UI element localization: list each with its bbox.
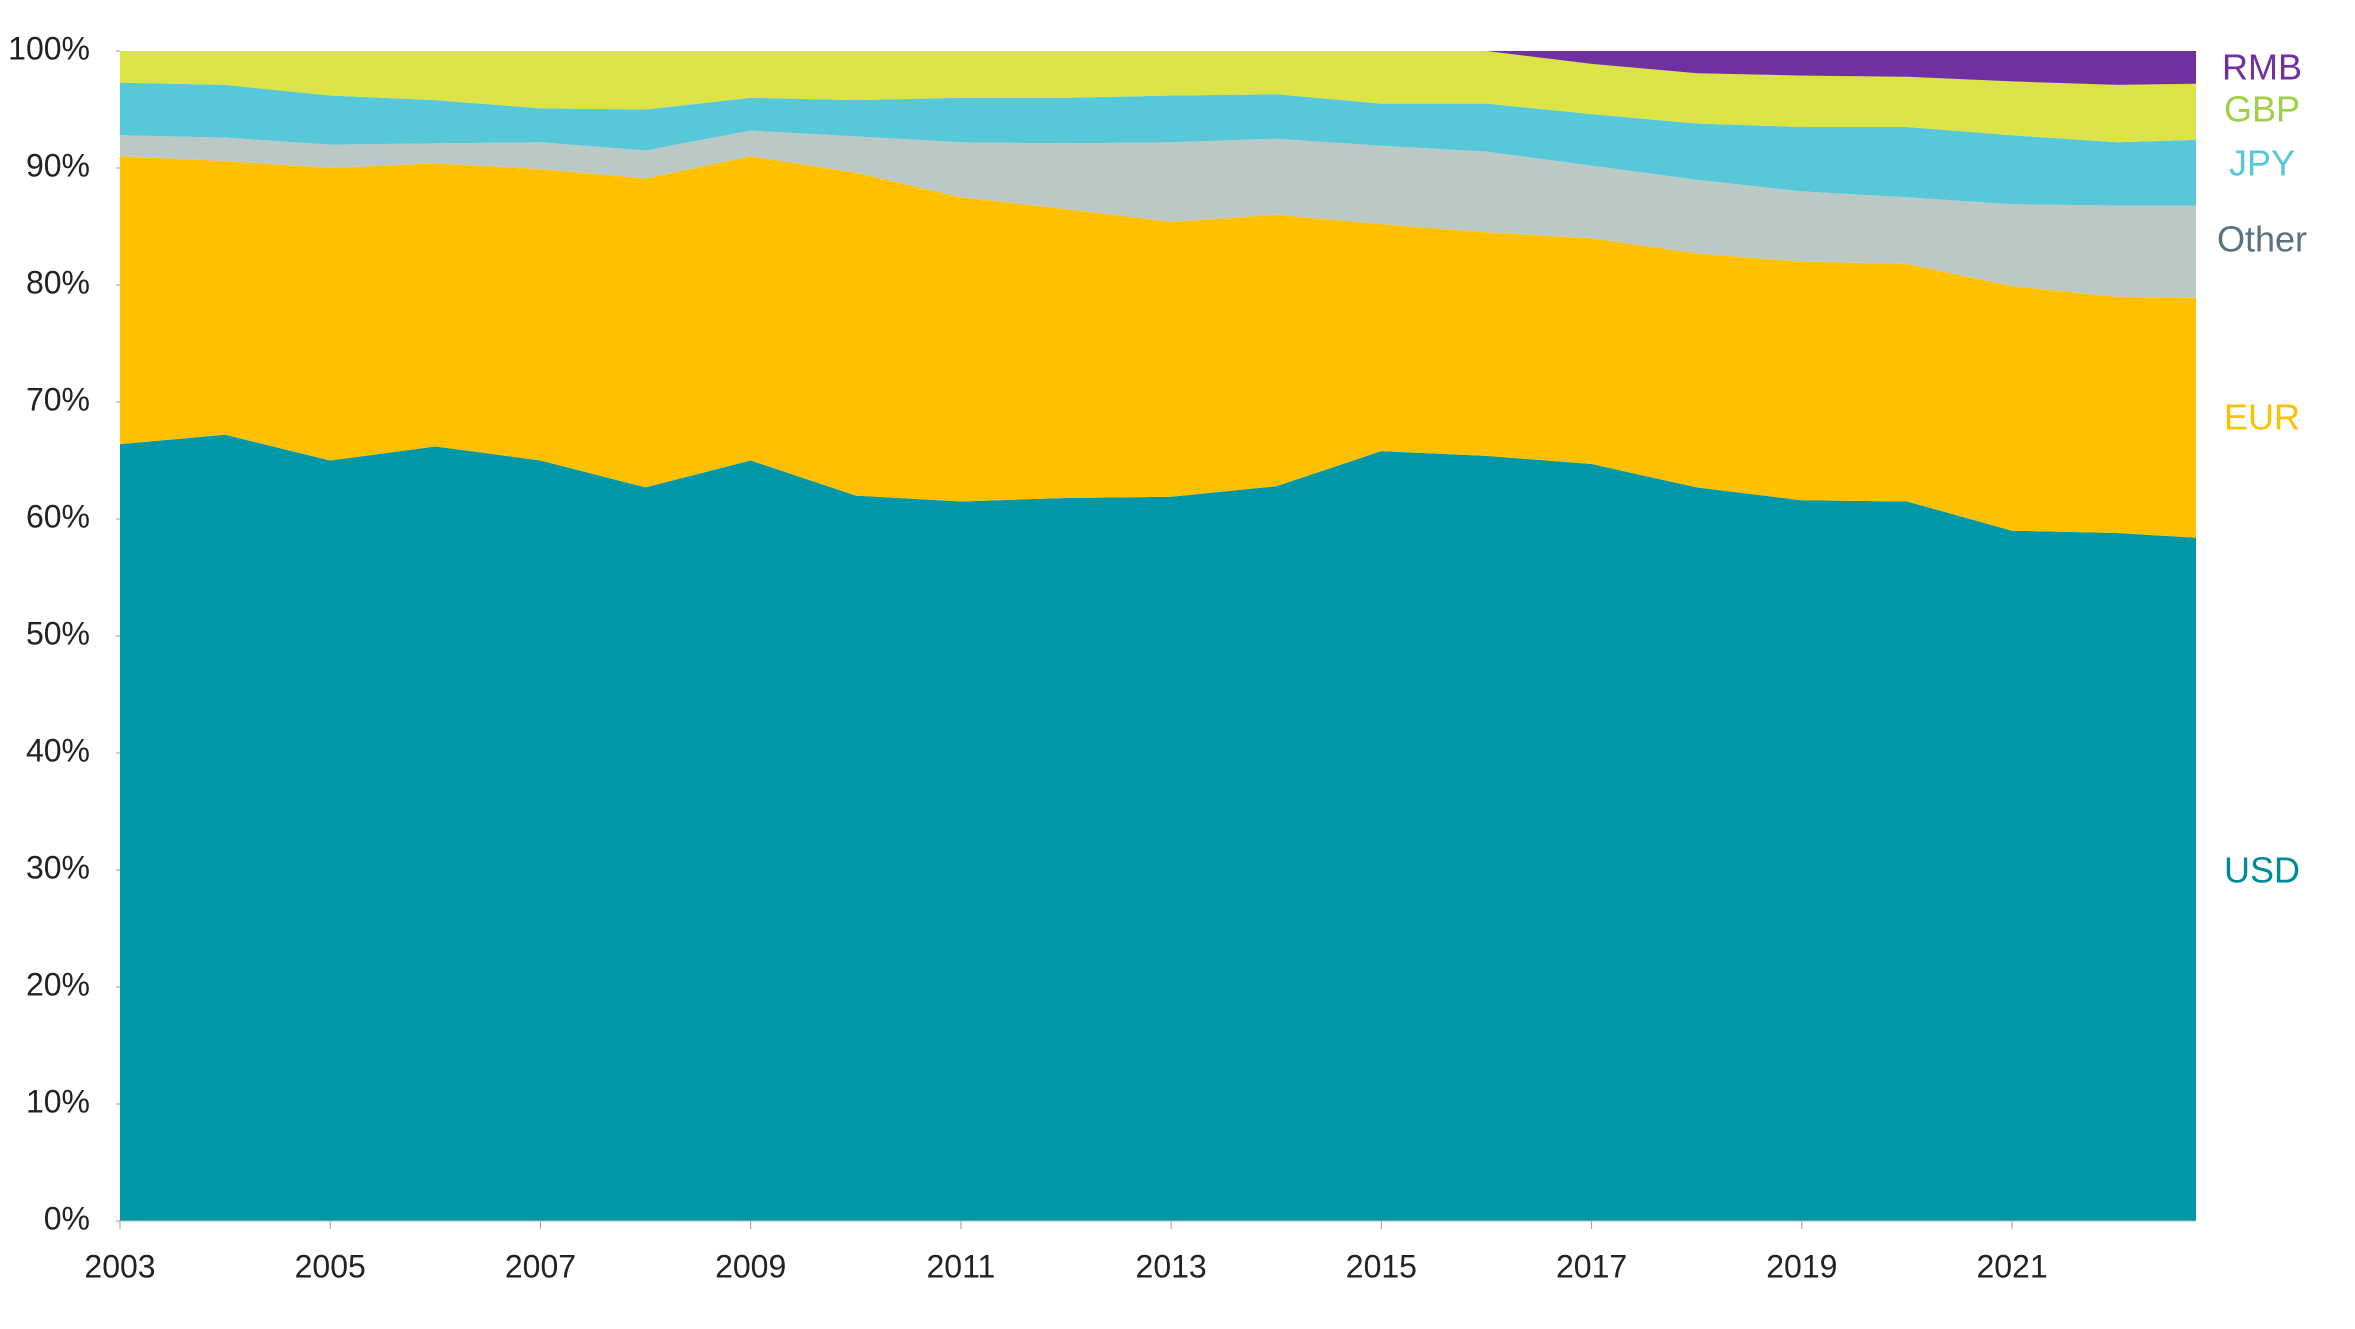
x-tick-label: 2003 (84, 1248, 155, 1284)
x-tick-label: 2013 (1136, 1248, 1207, 1284)
y-tick-label: 10% (26, 1083, 90, 1119)
y-tick-label: 0% (44, 1200, 90, 1236)
series-label: USD (2224, 850, 2300, 891)
series-label: JPY (2229, 143, 2295, 184)
y-tick-label: 40% (26, 732, 90, 768)
series-label: RMB (2222, 47, 2302, 88)
x-tick-label: 2015 (1346, 1248, 1417, 1284)
area (120, 434, 2196, 1221)
y-tick-label: 70% (26, 381, 90, 417)
area (120, 51, 2196, 143)
series-label: EUR (2224, 397, 2300, 438)
y-tick-label: 60% (26, 498, 90, 534)
x-tick-label: 2021 (1976, 1248, 2047, 1284)
y-tick-label: 90% (26, 147, 90, 183)
y-tick-label: 30% (26, 849, 90, 885)
x-tick-label: 2009 (715, 1248, 786, 1284)
y-tick-label: 80% (26, 264, 90, 300)
x-tick-label: 2019 (1766, 1248, 1837, 1284)
x-tick-label: 2011 (927, 1248, 996, 1284)
x-tick-label: 2007 (505, 1248, 576, 1284)
area (120, 156, 2196, 538)
area (120, 51, 2196, 85)
y-tick-label: 20% (26, 966, 90, 1002)
series-label: Other (2217, 219, 2307, 260)
y-tick-label: 50% (26, 615, 90, 651)
x-tick-label: 2005 (295, 1248, 366, 1284)
area (120, 82, 2196, 206)
x-tick-label: 2017 (1556, 1248, 1627, 1284)
series-label: GBP (2224, 89, 2300, 130)
area (120, 130, 2196, 298)
y-tick-label: 100% (8, 30, 90, 66)
